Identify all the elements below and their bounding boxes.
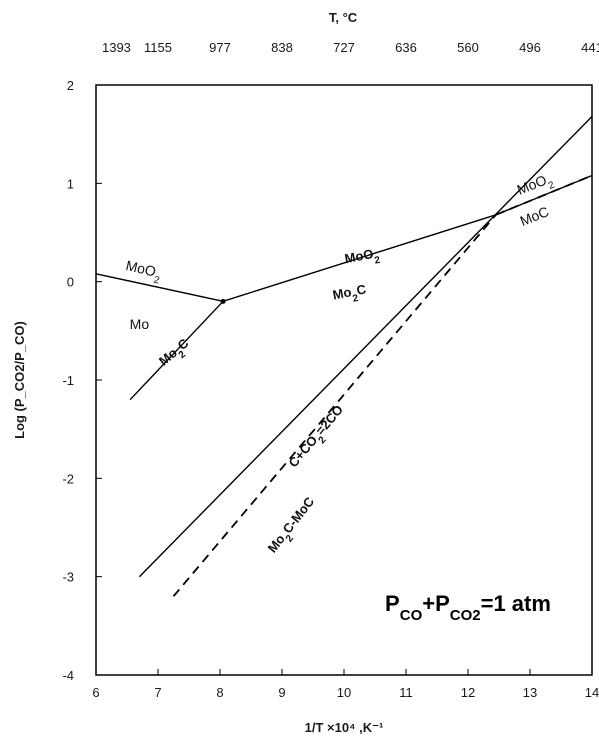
- y-axis-title: Log (P_CO2/P_CO): [12, 321, 27, 439]
- top-tick-label: 1393: [102, 40, 131, 55]
- top-tick-label: 977: [209, 40, 231, 55]
- x-tick-label: 9: [278, 685, 285, 700]
- solid-boundary-line: [138, 116, 593, 578]
- x-tick-label: 14: [585, 685, 599, 700]
- top-axis-tick-labels: 1393 1155 977 838 727 636 560 496 441: [102, 40, 599, 55]
- top-axis-title: T, °C: [329, 10, 358, 25]
- top-tick-label: 560: [457, 40, 479, 55]
- line-label: MoO2: [343, 245, 381, 272]
- y-tick-label: 1: [67, 176, 74, 191]
- dashed-boundary-line: [495, 174, 593, 216]
- top-tick-label: 496: [519, 40, 541, 55]
- y-tick-label: 0: [67, 275, 74, 290]
- x-tick-label: 7: [154, 685, 161, 700]
- y-axis-ticks: 2 1 0 -1 -2 -3 -4: [62, 78, 102, 683]
- x-axis-title: 1/T ×10⁴ ,K⁻¹: [305, 720, 384, 735]
- y-tick-label: 2: [67, 78, 74, 93]
- region-label: MoC: [518, 203, 551, 229]
- solid-boundary-line: [222, 214, 497, 302]
- x-tick-label: 11: [399, 685, 413, 700]
- y-axis-title-text: Log (P_CO2/P_CO): [12, 321, 27, 439]
- x-tick-label: 8: [216, 685, 223, 700]
- region-label: Mo: [130, 316, 150, 332]
- x-tick-label: 6: [92, 685, 99, 700]
- line-label: Mo2C: [331, 281, 369, 308]
- top-tick-label: 636: [395, 40, 417, 55]
- triple-point-marker: [220, 298, 226, 304]
- plot-frame: [95, 84, 593, 676]
- y-tick-label: -1: [62, 373, 74, 388]
- labels-layer: MoO2MoMoO2MoCMo2CMoO2Mo2CC+CO2=2COMo2C-M…: [123, 169, 557, 624]
- line-label: C+CO2=2CO: [285, 402, 350, 474]
- series-layer: [95, 116, 593, 597]
- line-label: Mo2C: [156, 335, 195, 373]
- y-tick-label: -4: [62, 668, 74, 683]
- line-label: Mo2C-MoC: [265, 494, 322, 559]
- y-tick-label: -3: [62, 570, 74, 585]
- x-tick-label: 13: [523, 685, 537, 700]
- x-tick-label: 10: [337, 685, 351, 700]
- x-axis-ticks: 6 7 8 9 10 11 12 13 14: [92, 669, 599, 700]
- solid-boundary-line: [95, 273, 224, 302]
- region-label: MoO2: [123, 257, 163, 286]
- x-tick-label: 12: [461, 685, 475, 700]
- pressure-annotation: PCO+PCO2=1 atm: [385, 591, 551, 624]
- top-tick-label: 441: [581, 40, 599, 55]
- dashed-boundary-line: [172, 214, 497, 597]
- top-tick-label: 727: [333, 40, 355, 55]
- top-tick-label: 1155: [144, 40, 172, 55]
- top-tick-label: 838: [271, 40, 293, 55]
- solid-boundary-line: [129, 300, 224, 401]
- region-label: MoO2: [515, 169, 557, 203]
- y-tick-label: -2: [62, 471, 74, 486]
